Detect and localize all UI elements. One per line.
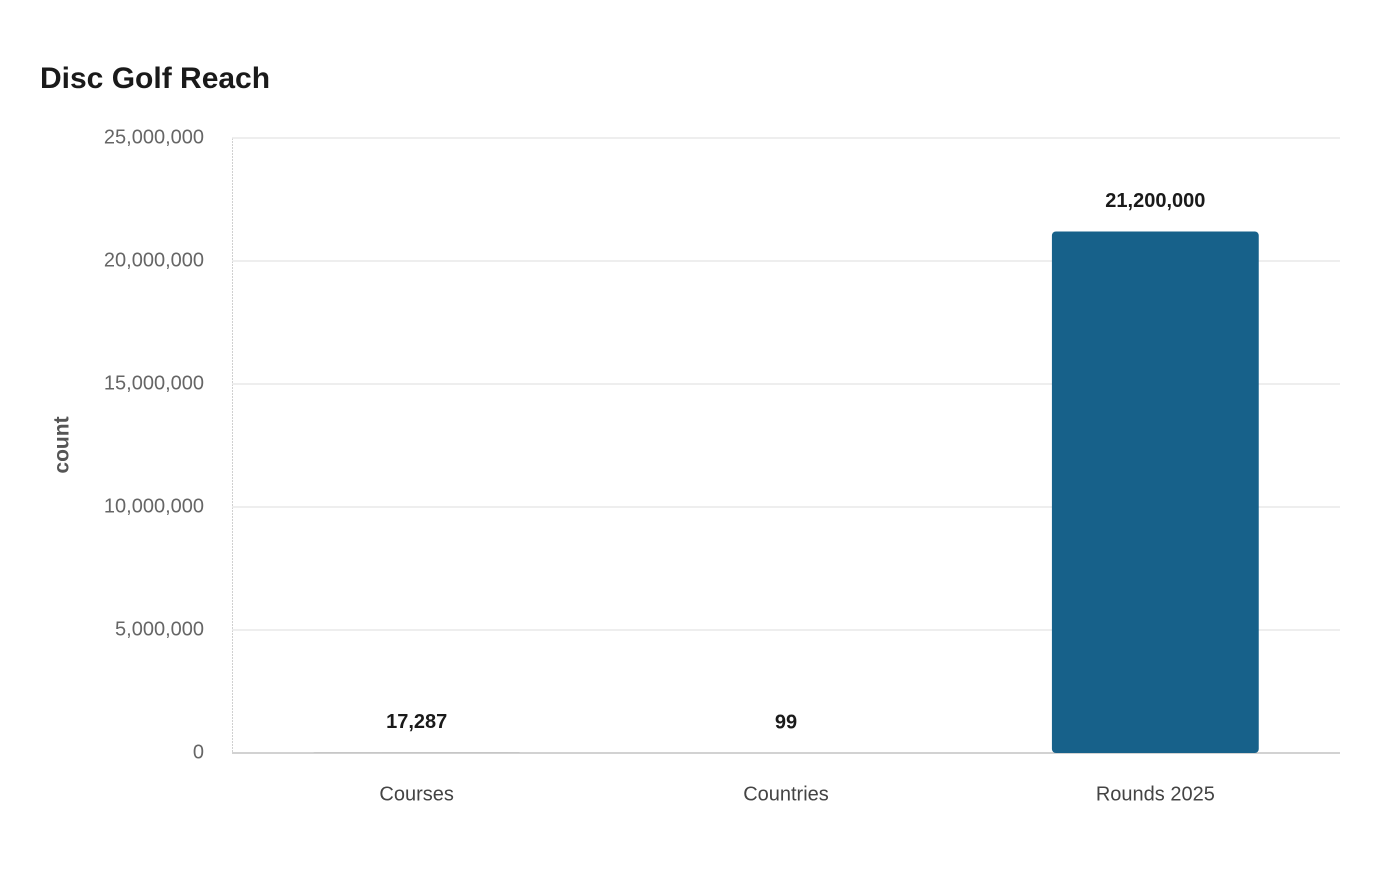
y-tick-label: 0 bbox=[193, 741, 204, 763]
bar bbox=[1051, 231, 1259, 754]
x-tick-label: Courses bbox=[379, 783, 453, 805]
y-tick-label: 5,000,000 bbox=[115, 618, 204, 640]
y-tick-label: 15,000,000 bbox=[104, 372, 204, 394]
chart-title: Disc Golf Reach bbox=[40, 62, 270, 95]
value-label: 17,287 bbox=[386, 711, 447, 733]
value-label: 21,200,000 bbox=[1105, 190, 1205, 212]
x-tick-label: Rounds 2025 bbox=[1096, 783, 1215, 805]
y-tick-label: 10,000,000 bbox=[104, 495, 204, 517]
value-label: 99 bbox=[775, 711, 797, 733]
y-tick-label: 20,000,000 bbox=[104, 249, 204, 271]
y-axis-label: count bbox=[51, 416, 74, 473]
y-tick-label: 25,000,000 bbox=[104, 126, 204, 148]
x-tick-label: Countries bbox=[743, 783, 829, 805]
